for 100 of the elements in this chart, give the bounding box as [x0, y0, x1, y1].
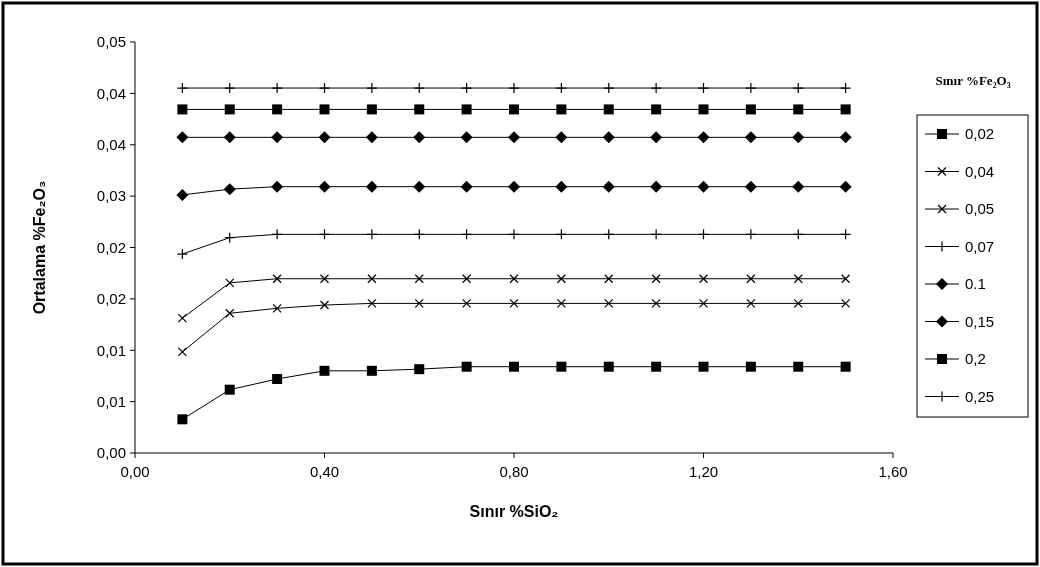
- point: [318, 228, 331, 240]
- point: [603, 228, 615, 240]
- y-tick-label: 0,04: [96, 84, 126, 102]
- y-axis-title: Ortalama %Fe₂O₃: [31, 180, 48, 315]
- point: [651, 274, 661, 284]
- point: [224, 384, 235, 395]
- point: [319, 104, 330, 115]
- point: [508, 82, 520, 94]
- point: [744, 180, 757, 193]
- x-tick-label: 1,20: [688, 463, 719, 480]
- point: [603, 82, 615, 94]
- point: [697, 180, 710, 193]
- point: [603, 104, 614, 115]
- point: [650, 131, 663, 144]
- y-tick-label: 0,01: [96, 392, 126, 410]
- point: [176, 188, 189, 201]
- point: [603, 361, 614, 372]
- point: [840, 82, 852, 94]
- point: [555, 82, 567, 94]
- point: [413, 228, 425, 240]
- point: [225, 278, 235, 288]
- point: [461, 361, 472, 372]
- x-tick-label: 1,60: [878, 463, 908, 480]
- point: [414, 298, 424, 308]
- legend-label: 0,05: [965, 200, 995, 218]
- point: [793, 298, 803, 308]
- point: [604, 274, 614, 284]
- point: [414, 274, 424, 284]
- point: [413, 82, 425, 94]
- point: [556, 274, 566, 284]
- point: [318, 180, 331, 193]
- point: [604, 298, 614, 308]
- point: [650, 228, 662, 240]
- point: [556, 361, 567, 372]
- point: [508, 180, 520, 193]
- legend-title: Sınır %Fe₂O₃: [935, 73, 1011, 88]
- point: [177, 347, 187, 357]
- point: [272, 374, 283, 385]
- point: [746, 274, 756, 284]
- point: [271, 180, 284, 193]
- point: [319, 365, 330, 376]
- point: [271, 131, 284, 144]
- point: [461, 104, 472, 115]
- point: [461, 82, 473, 94]
- point: [271, 228, 283, 240]
- point: [462, 298, 472, 308]
- point: [792, 180, 805, 193]
- point: [697, 82, 710, 94]
- point: [509, 361, 519, 372]
- point: [365, 131, 378, 144]
- point: [745, 228, 757, 240]
- point: [176, 248, 188, 260]
- point: [650, 180, 663, 193]
- point: [177, 104, 188, 115]
- point: [698, 361, 709, 372]
- x-tick-label: 0,40: [309, 463, 340, 480]
- x-tick-label: 0,00: [120, 463, 150, 480]
- point: [461, 228, 473, 240]
- point: [414, 364, 425, 375]
- point: [462, 274, 472, 284]
- point: [509, 298, 519, 308]
- legend-label: 0.1: [965, 275, 986, 293]
- point: [745, 361, 756, 372]
- point: [319, 274, 330, 284]
- point: [555, 180, 568, 193]
- point: [318, 82, 331, 94]
- point: [271, 82, 283, 94]
- point: [792, 228, 804, 240]
- point: [176, 82, 188, 94]
- x-axis-title: Sınır %SiO₂: [469, 503, 559, 520]
- point: [841, 274, 851, 284]
- point: [840, 228, 852, 240]
- point: [840, 104, 851, 115]
- point: [697, 131, 710, 144]
- legend-label: 0,04: [965, 162, 995, 180]
- point: [651, 104, 662, 115]
- point: [413, 180, 426, 193]
- point: [744, 131, 757, 144]
- point: [508, 131, 520, 144]
- point: [792, 82, 804, 94]
- point: [366, 104, 377, 115]
- point: [746, 298, 756, 308]
- x-tick-label: 0,80: [499, 463, 529, 480]
- point: [176, 131, 189, 144]
- point: [414, 104, 425, 115]
- point: [841, 298, 851, 308]
- point: [745, 82, 757, 94]
- point: [698, 274, 709, 284]
- point: [224, 82, 236, 94]
- y-tick-label: 0,00: [96, 444, 126, 462]
- point: [224, 232, 236, 244]
- point: [367, 298, 377, 308]
- y-tick-label: 0,05: [96, 33, 126, 51]
- point: [366, 82, 378, 94]
- point: [556, 104, 567, 115]
- point: [602, 131, 615, 144]
- point: [745, 104, 756, 115]
- point: [272, 303, 282, 313]
- point: [602, 180, 615, 193]
- legend-label: 0,15: [965, 312, 995, 330]
